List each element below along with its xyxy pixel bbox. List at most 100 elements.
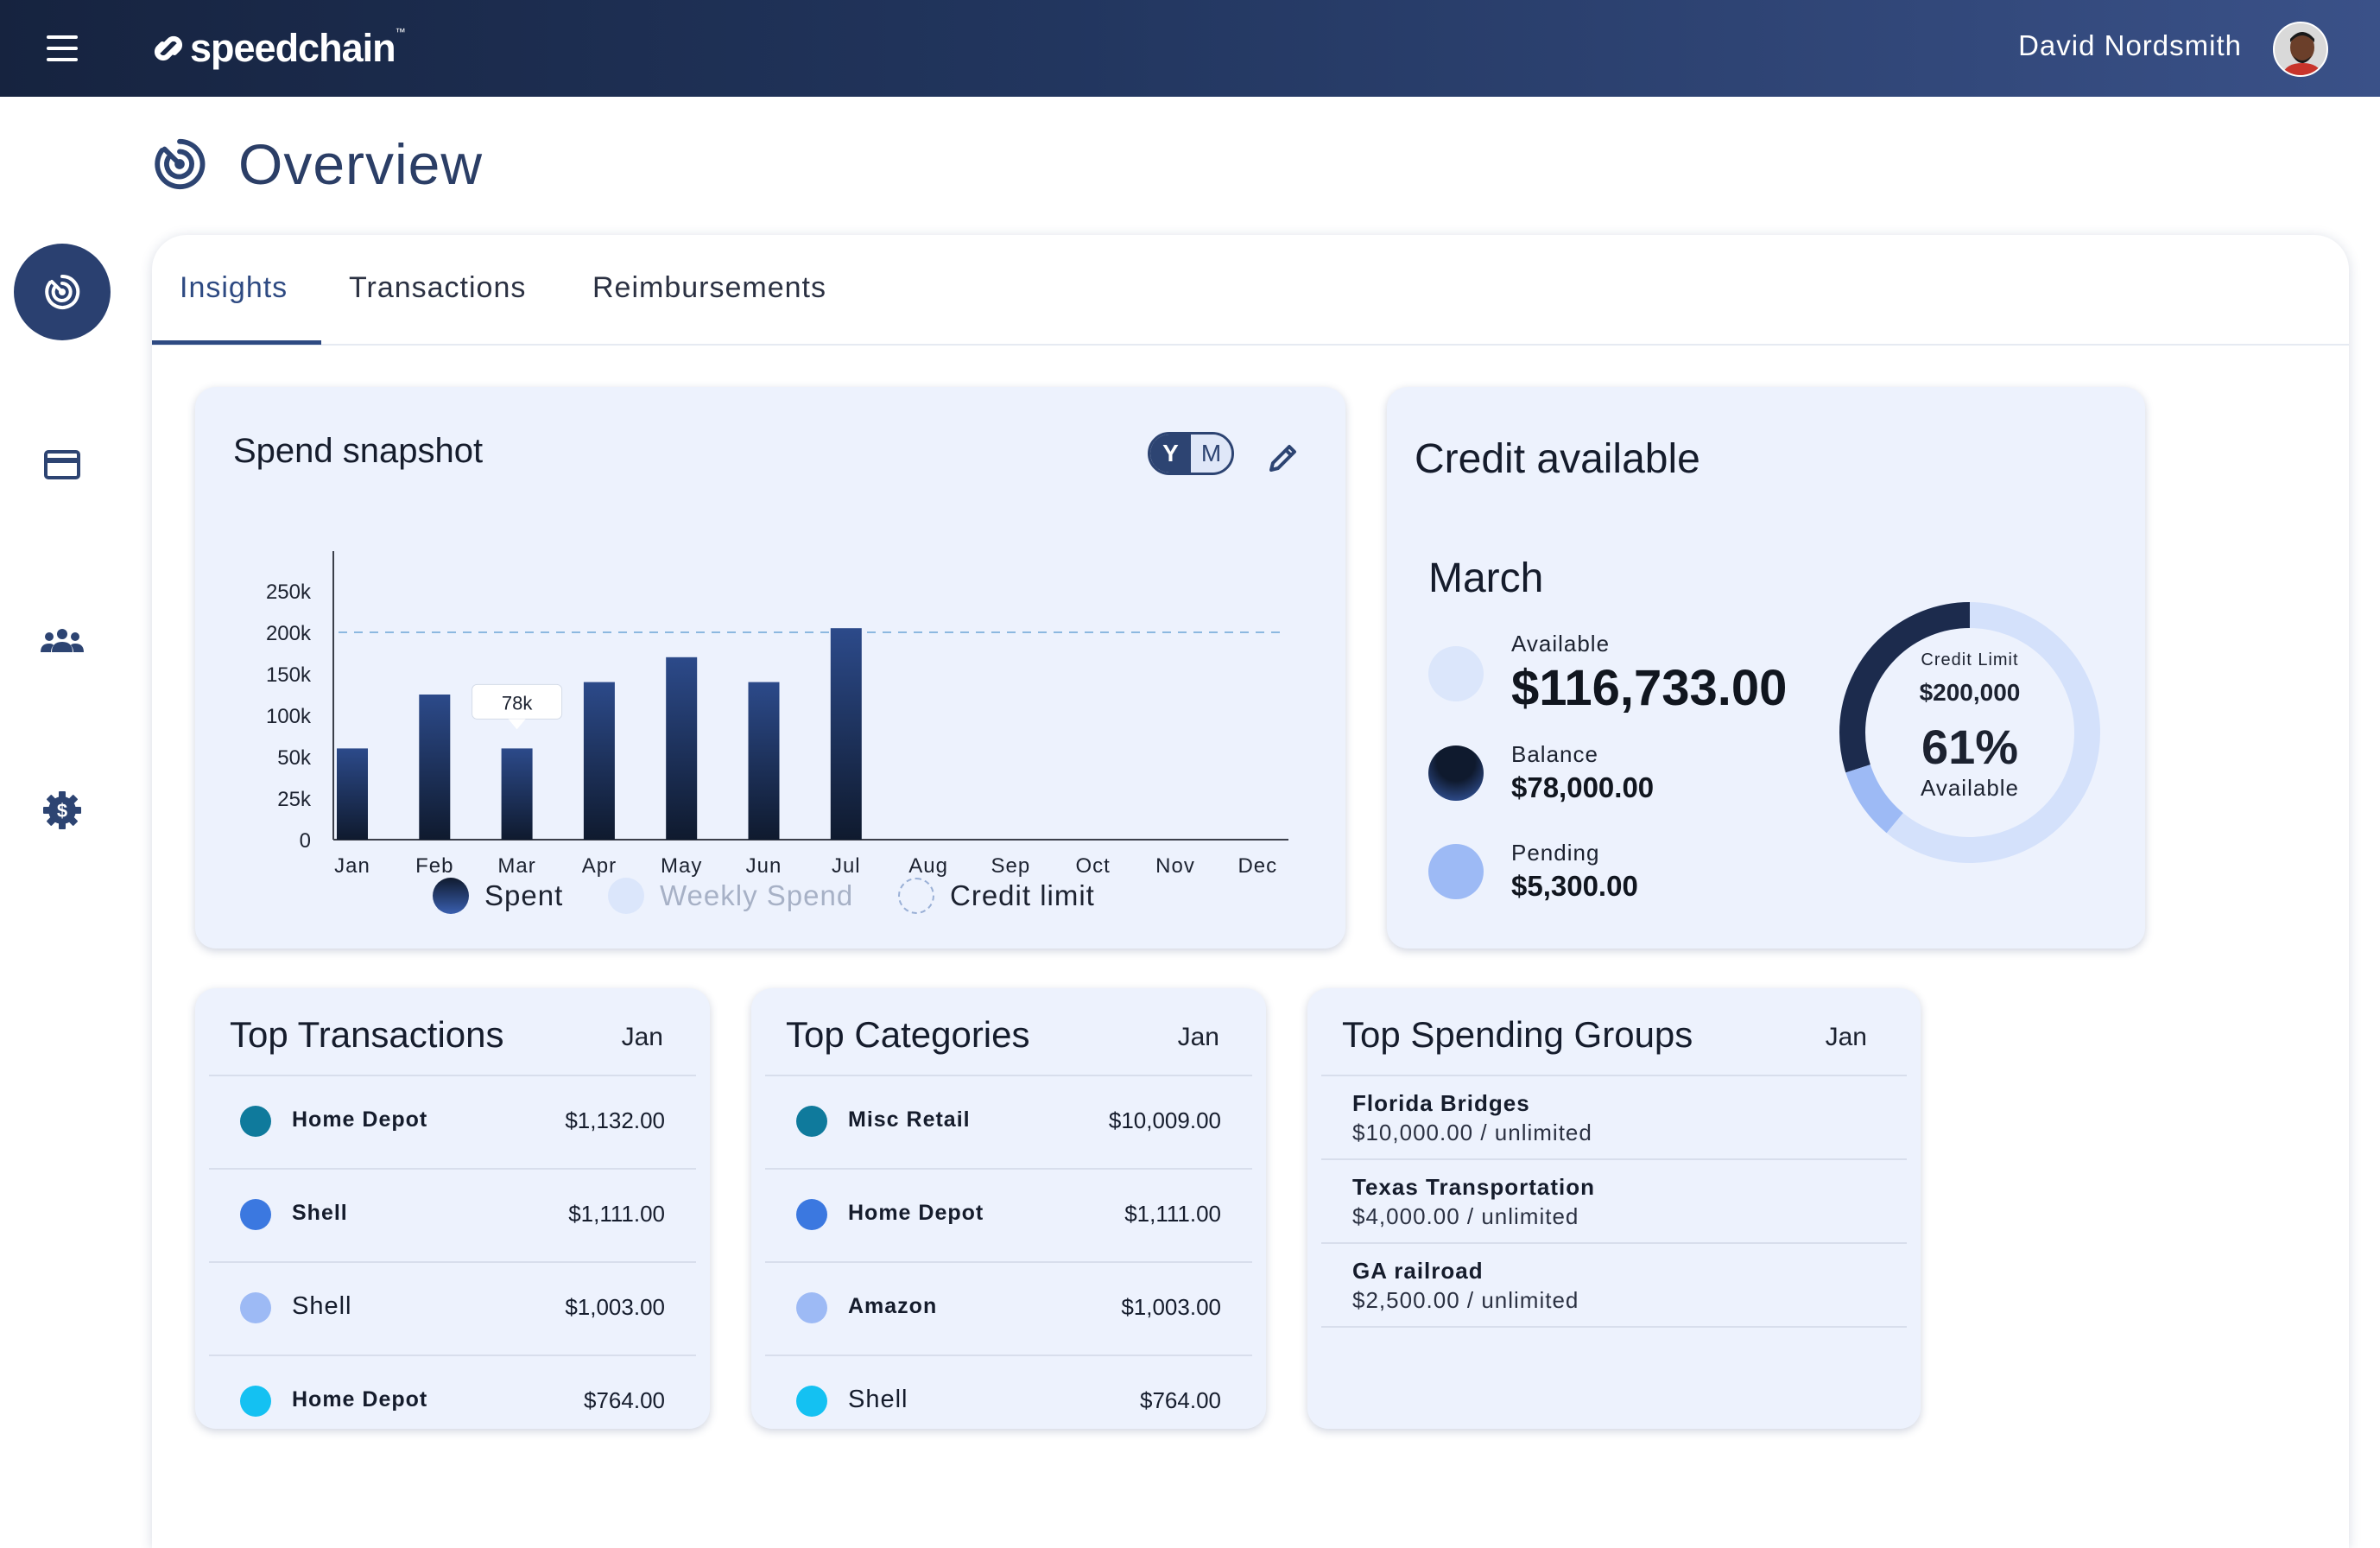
user-name[interactable]: David Nordsmith [2018,29,2242,61]
bar-jul [830,628,862,840]
legend-weekly-spend: Weekly Spend [608,878,853,914]
page-header: Overview [152,131,483,197]
credit-available-card: Credit available March Available $116,73… [1387,387,2145,948]
tab-transactions[interactable]: Transactions [349,271,527,304]
bar-tooltip: 78k [472,683,563,730]
group-limit-detail: $10,000.00 / unlimited [1352,1120,1592,1145]
credit-available-row: Available $116,733.00 [1428,631,1787,717]
legend-weekly-label: Weekly Spend [660,879,854,911]
legend-credit-limit: Credit limit [898,878,1095,914]
toggle-month[interactable]: M [1191,435,1231,473]
balance-value: $78,000.00 [1511,771,1655,803]
balance-label: Balance [1511,741,1598,767]
menu-icon[interactable] [47,35,78,61]
overview-title-icon [155,138,206,190]
bar-jan [337,748,368,840]
list-item[interactable]: Shell $764.00 [765,1356,1252,1450]
top-transactions-period[interactable]: Jan [621,1023,663,1051]
divider [1321,1075,1907,1076]
top-categories-card: Top Categories Jan Misc Retail $10,009.00… [751,988,1266,1429]
row-color-dot [796,1292,827,1323]
row-color-dot [796,1106,827,1137]
row-amount: $1,132.00 [565,1107,665,1133]
credit-donut: Credit Limit $200,000 61% Available [1836,599,2104,866]
row-amount: $10,009.00 [1108,1107,1221,1133]
balance-swatch [1428,745,1484,801]
people-icon [41,629,84,652]
sidebar-item-billing[interactable]: $ [14,762,111,859]
main-panel: Insights Transactions Reimbursements Spe… [152,235,2349,1548]
x-tick-label: Nov [1155,854,1195,878]
bar-apr [583,682,615,840]
list-item[interactable]: Home Depot $1,132.00 [209,1076,696,1170]
pending-swatch [1428,843,1484,899]
row-color-dot [240,1292,271,1323]
tooltip-text: 78k [502,692,533,714]
credit-balance-row: Balance $78,000.00 [1428,741,1654,804]
list-item[interactable]: Home Depot $764.00 [209,1356,696,1450]
list-item[interactable]: Misc Retail $10,009.00 [765,1076,1252,1170]
page-title: Overview [238,132,484,196]
x-tick-label: Jun [746,854,782,878]
list-item[interactable]: Florida Bridges $10,000.00 / unlimited [1321,1076,1907,1160]
list-item[interactable]: Shell $1,003.00 [209,1263,696,1356]
row-label: Home Depot [848,1201,984,1225]
x-tick-label: Apr [582,854,617,878]
tooltip-pointer [508,719,526,730]
x-tick-label: Sep [991,854,1031,878]
row-color-dot [796,1386,827,1417]
x-tick-label: Oct [1076,854,1111,878]
legend-spent-swatch [433,878,469,914]
y-tick-label: 50k [277,746,312,770]
row-amount: $764.00 [584,1387,665,1413]
available-label: Available [1511,631,1611,657]
row-label: Amazon [848,1294,938,1318]
credit-donut-chart [1839,602,2100,863]
divider [209,1075,696,1076]
bar-feb [419,695,451,840]
row-color-dot [240,1199,271,1230]
top-categories-period[interactable]: Jan [1177,1023,1219,1051]
tab-insights[interactable]: Insights [180,271,288,304]
y-tick-label: 150k [266,663,312,687]
pending-value: $5,300.00 [1511,870,1638,902]
edit-pencil-icon[interactable] [1266,441,1301,475]
y-tick-label: 250k [266,580,312,604]
user-avatar[interactable] [2273,22,2328,77]
top-transactions-title: Top Transactions [230,1014,504,1055]
row-amount: $1,111.00 [568,1201,665,1227]
row-amount: $1,003.00 [565,1294,665,1320]
tab-reimbursements[interactable]: Reimbursements [592,271,826,304]
toggle-year[interactable]: Y [1150,435,1191,473]
top-header: speedchain™ David Nordsmith [0,0,2380,97]
list-item[interactable]: Home Depot $1,111.00 [765,1170,1252,1263]
legend-spent: Spent [433,878,563,914]
brand-name: speedchain™ [190,26,406,70]
row-color-dot [240,1386,271,1417]
top-spending-groups-period[interactable]: Jan [1825,1023,1867,1051]
list-item[interactable]: Shell $1,111.00 [209,1170,696,1263]
brand-logo[interactable]: speedchain™ [150,24,406,73]
donut-percent-label: Available [1920,775,2020,801]
top-spending-groups-title: Top Spending Groups [1342,1014,1693,1055]
legend-credit-limit-swatch [898,878,934,914]
sidebar-item-cards[interactable] [14,416,111,513]
donut-limit-label: Credit Limit [1921,650,2019,669]
list-item[interactable]: Amazon $1,003.00 [765,1263,1252,1356]
list-item[interactable]: GA railroad $2,500.00 / unlimited [1321,1244,1907,1328]
row-color-dot [240,1106,271,1137]
year-month-toggle[interactable]: Y M [1148,432,1234,475]
pending-label: Pending [1511,840,1600,866]
row-label: Home Depot [292,1387,428,1412]
top-categories-title: Top Categories [786,1014,1030,1055]
sidebar-item-people[interactable] [14,593,111,689]
x-tick-label: Mar [497,854,535,878]
sidebar-item-overview[interactable] [14,244,111,340]
y-tick-label: 100k [266,705,312,728]
legend-credit-limit-label: Credit limit [950,879,1095,911]
x-tick-label: May [661,854,702,878]
list-item[interactable]: Texas Transportation $4,000.00 / unlimite… [1321,1160,1907,1244]
group-limit-detail: $2,500.00 / unlimited [1352,1287,1579,1313]
row-label: Shell [292,1201,348,1225]
top-spending-groups-card: Top Spending Groups Jan Florida Bridges $… [1307,988,1921,1429]
